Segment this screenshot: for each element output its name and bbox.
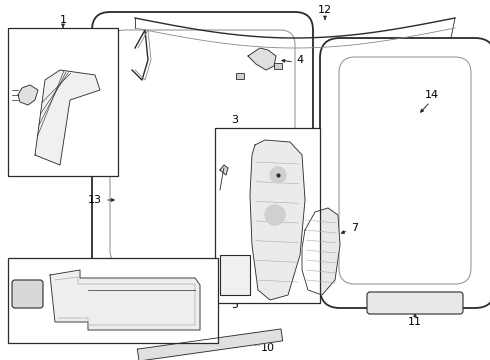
Text: 14: 14 — [425, 90, 439, 100]
Polygon shape — [248, 48, 276, 70]
Polygon shape — [137, 329, 283, 360]
Text: 13: 13 — [88, 195, 102, 205]
Bar — [274, 63, 282, 69]
Text: 4: 4 — [296, 55, 304, 65]
Bar — [215, 128, 320, 303]
Text: 12: 12 — [318, 5, 332, 15]
Text: 7: 7 — [351, 223, 359, 233]
Text: 6: 6 — [224, 155, 231, 165]
FancyBboxPatch shape — [12, 280, 43, 308]
FancyBboxPatch shape — [367, 292, 463, 314]
Text: 3: 3 — [231, 115, 239, 125]
Polygon shape — [250, 140, 305, 300]
Text: 5: 5 — [231, 300, 239, 310]
Text: 9: 9 — [22, 263, 28, 273]
Text: 11: 11 — [408, 317, 422, 327]
Polygon shape — [18, 85, 38, 105]
FancyBboxPatch shape — [339, 57, 471, 284]
Text: 10: 10 — [261, 343, 275, 353]
Circle shape — [270, 167, 286, 183]
Bar — [8, 28, 118, 176]
Polygon shape — [35, 70, 100, 165]
Text: 2: 2 — [24, 73, 31, 83]
Polygon shape — [220, 165, 228, 175]
Text: 8: 8 — [231, 285, 239, 295]
Bar — [220, 255, 250, 295]
FancyBboxPatch shape — [320, 38, 490, 308]
Circle shape — [265, 205, 285, 225]
Polygon shape — [302, 208, 340, 295]
Bar — [236, 73, 244, 79]
Polygon shape — [50, 270, 200, 330]
FancyBboxPatch shape — [110, 30, 295, 265]
Text: 1: 1 — [59, 15, 67, 25]
Bar — [8, 258, 218, 343]
FancyBboxPatch shape — [92, 12, 313, 283]
